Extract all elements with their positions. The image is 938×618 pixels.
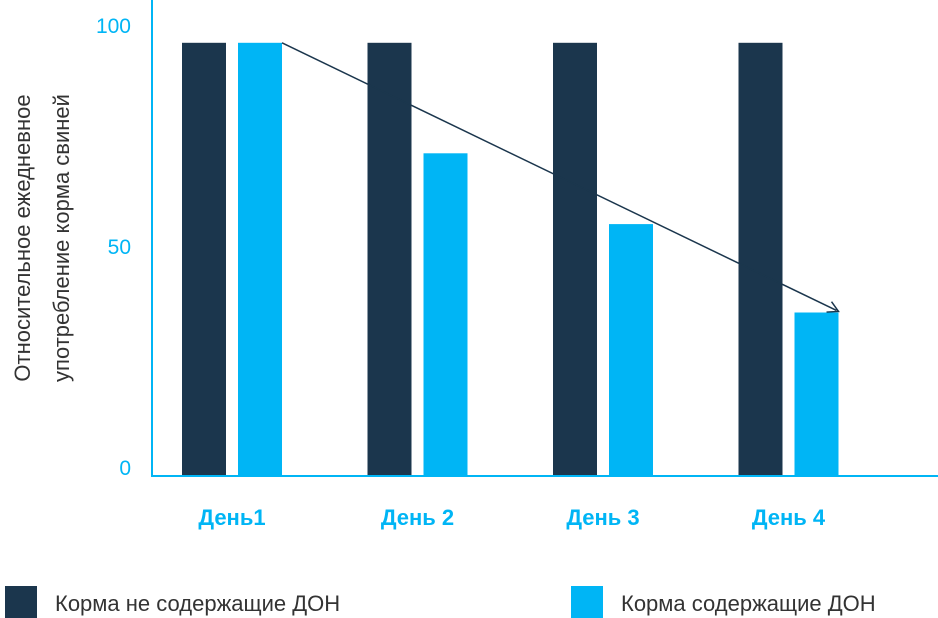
- bar-with-don-2: [423, 153, 468, 477]
- bar-without-don-2: [367, 42, 412, 477]
- y-axis-label-line-2: употребление корма свиней: [49, 94, 74, 382]
- category-label-3: День 3: [566, 505, 639, 530]
- trend-arrow-head: [826, 301, 840, 313]
- trend-arrow: [281, 42, 840, 313]
- y-tick-label-50: 50: [108, 236, 131, 259]
- bar-with-don-4: [794, 312, 839, 476]
- y-ticks: 0 50 100: [96, 15, 131, 480]
- y-tick-label-100: 100: [96, 15, 131, 38]
- bar-with-don-3: [609, 224, 653, 476]
- bars: [182, 42, 839, 477]
- category-label-1: День1: [198, 505, 265, 530]
- legend-swatch-without-don: [5, 586, 37, 618]
- axes: [151, 0, 938, 477]
- bar-with-don-1: [238, 42, 282, 477]
- y-axis-label: Относительное ежедневное употребление ко…: [10, 94, 74, 382]
- legend-label-without-don: Корма не содержащие ДОН: [55, 591, 340, 616]
- category-labels: День1 День 2 День 3 День 4: [198, 505, 826, 530]
- y-tick-label-0: 0: [119, 457, 131, 480]
- legend: Корма не содержащие ДОН Корма содержащие…: [5, 586, 876, 618]
- bar-without-don-3: [553, 42, 597, 477]
- category-label-4: День 4: [752, 505, 826, 530]
- y-axis-label-line-1: Относительное ежедневное: [10, 94, 35, 381]
- bar-without-don-4: [738, 42, 783, 477]
- bar-without-don-1: [182, 42, 226, 477]
- legend-swatch-with-don: [571, 586, 603, 618]
- legend-label-with-don: Корма содержащие ДОН: [621, 591, 876, 616]
- trend-arrow-line: [281, 42, 837, 312]
- category-label-2: День 2: [381, 505, 454, 530]
